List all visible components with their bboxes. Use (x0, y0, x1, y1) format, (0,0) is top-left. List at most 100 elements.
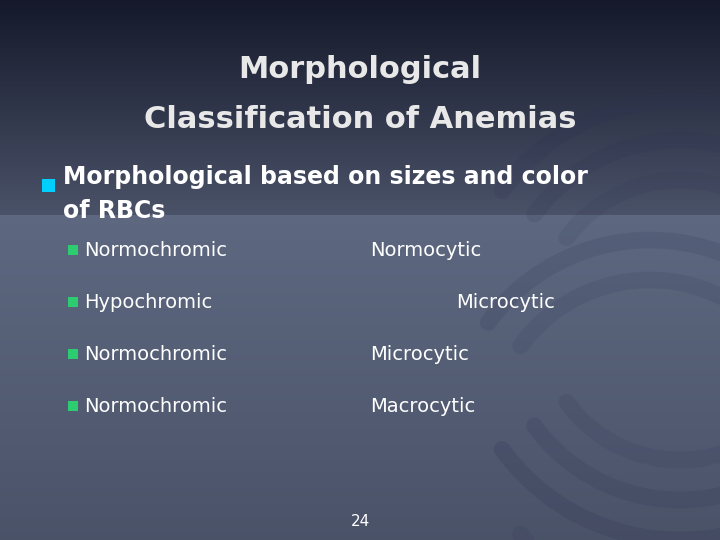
Bar (0, 332, 720, 333)
Bar (0, 443, 720, 444)
Bar (0, 378, 720, 379)
Bar (0, 492, 720, 493)
Bar (0, 356, 720, 357)
Bar (0, 485, 720, 486)
Bar (0, 400, 720, 401)
Bar (0, 490, 720, 491)
Bar (0, 286, 720, 287)
Bar (0, 255, 720, 256)
Bar (0, 67, 720, 68)
Bar (0, 435, 720, 436)
Bar (0, 85, 720, 86)
Bar (0, 239, 720, 240)
Bar (0, 142, 720, 143)
Bar (0, 407, 720, 408)
Bar (0, 364, 720, 365)
Bar (0, 115, 720, 116)
Bar (0, 245, 720, 246)
Bar (0, 167, 720, 168)
Bar (0, 223, 720, 224)
Bar (0, 290, 720, 291)
Bar (0, 459, 720, 460)
Bar (0, 270, 720, 271)
Bar (0, 177, 720, 178)
Bar (0, 120, 720, 121)
Bar (0, 74, 720, 75)
Bar (0, 303, 720, 304)
Bar (0, 183, 720, 184)
Bar (0, 496, 720, 497)
Bar (0, 26, 720, 27)
Bar (0, 472, 720, 473)
Bar (0, 423, 720, 424)
Bar (0, 383, 720, 384)
Bar (0, 264, 720, 265)
Bar (0, 288, 720, 289)
Bar (0, 107, 720, 108)
Bar (0, 250, 720, 251)
Bar (0, 280, 720, 281)
Bar (0, 425, 720, 426)
Bar (0, 500, 720, 501)
Bar (0, 20, 720, 21)
Bar (0, 227, 720, 228)
Bar (0, 422, 720, 423)
Bar (0, 313, 720, 314)
Bar (0, 169, 720, 170)
Bar (0, 69, 720, 70)
Bar (0, 124, 720, 125)
Bar (0, 525, 720, 526)
Bar (0, 229, 720, 230)
Bar (0, 484, 720, 485)
Bar (0, 203, 720, 204)
Bar (0, 72, 720, 73)
Bar (0, 145, 720, 146)
Bar (0, 450, 720, 451)
Bar (0, 327, 720, 328)
Bar (0, 298, 720, 299)
Bar (0, 277, 720, 278)
Bar (0, 375, 720, 376)
Bar (0, 15, 720, 16)
Bar (0, 97, 720, 98)
Bar (0, 434, 720, 435)
Bar (0, 65, 720, 66)
Bar (0, 401, 720, 402)
Bar (0, 460, 720, 461)
Bar (0, 368, 720, 369)
Bar (0, 170, 720, 171)
Bar (0, 105, 720, 106)
Bar (0, 242, 720, 243)
Bar (0, 143, 720, 144)
Bar (0, 184, 720, 185)
Text: Normocytic: Normocytic (370, 240, 481, 260)
Bar (0, 439, 720, 440)
Bar (0, 162, 720, 163)
Bar (0, 68, 720, 69)
Bar (0, 512, 720, 513)
Bar (0, 53, 720, 54)
Bar (0, 126, 720, 127)
Bar (0, 152, 720, 153)
Bar (0, 508, 720, 509)
Bar (0, 278, 720, 279)
Bar (0, 413, 720, 414)
Bar (0, 431, 720, 432)
Bar (0, 275, 720, 276)
Bar (0, 526, 720, 527)
Bar (0, 148, 720, 149)
Bar (0, 365, 720, 366)
Bar (0, 528, 720, 529)
Bar (0, 102, 720, 103)
Bar (0, 276, 720, 277)
Bar (0, 253, 720, 254)
Bar (0, 82, 720, 83)
Bar (0, 491, 720, 492)
Bar (0, 419, 720, 420)
Bar (0, 479, 720, 480)
Bar (0, 16, 720, 17)
Bar (0, 44, 720, 45)
Bar (0, 50, 720, 51)
Bar (0, 509, 720, 510)
Bar (0, 322, 720, 323)
